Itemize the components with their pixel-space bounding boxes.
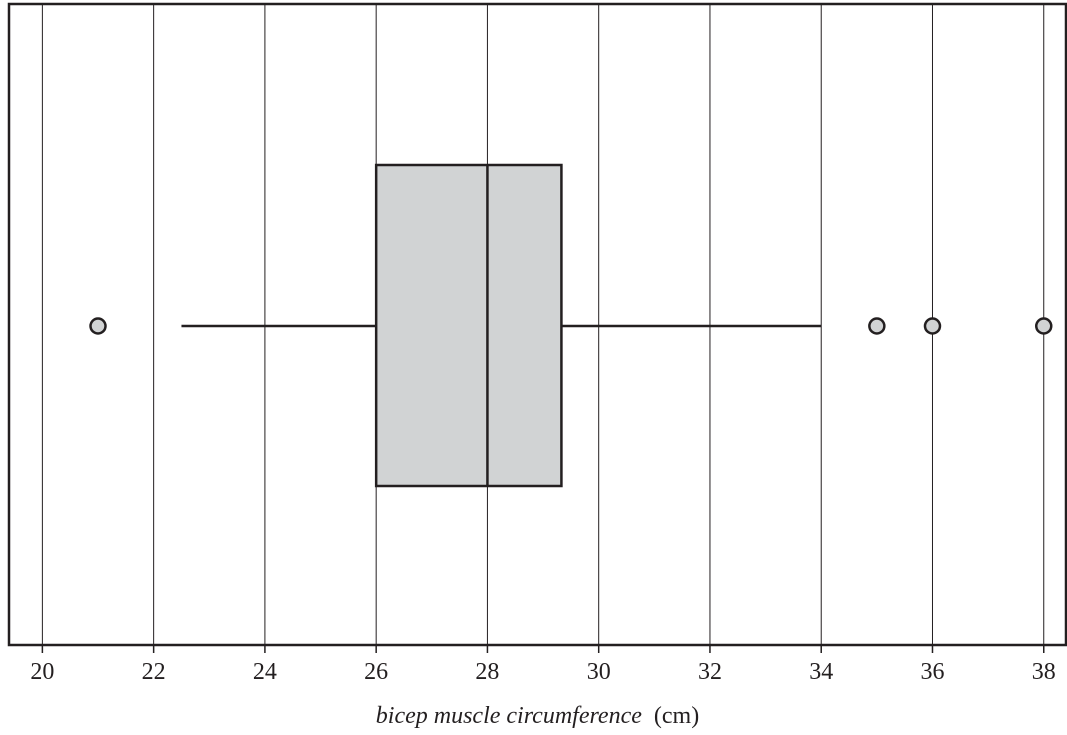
tick-label-32: 32 xyxy=(698,659,722,685)
outlier-point-2 xyxy=(925,319,940,334)
x-axis-title-quantity: bicep muscle circumference xyxy=(376,703,642,729)
outlier-point-1 xyxy=(869,319,884,334)
tick-label-20: 20 xyxy=(30,659,54,685)
x-axis-ticks: 20 22 24 26 28 30 32 34 36 38 xyxy=(30,645,1055,685)
box-group xyxy=(376,165,561,486)
outlier-point-3 xyxy=(1036,319,1051,334)
interquartile-box xyxy=(376,165,561,486)
tick-label-34: 34 xyxy=(809,659,833,685)
tick-label-26: 26 xyxy=(364,659,388,685)
tick-label-38: 38 xyxy=(1032,659,1056,685)
x-axis-title-unit: (cm) xyxy=(654,703,699,729)
x-axis-title: bicep muscle circumference (cm) xyxy=(376,703,699,729)
outlier-point-0 xyxy=(91,319,106,334)
tick-label-22: 22 xyxy=(142,659,166,685)
tick-label-28: 28 xyxy=(475,659,499,685)
tick-label-30: 30 xyxy=(587,659,611,685)
tick-label-36: 36 xyxy=(920,659,944,685)
tick-label-24: 24 xyxy=(253,659,277,685)
